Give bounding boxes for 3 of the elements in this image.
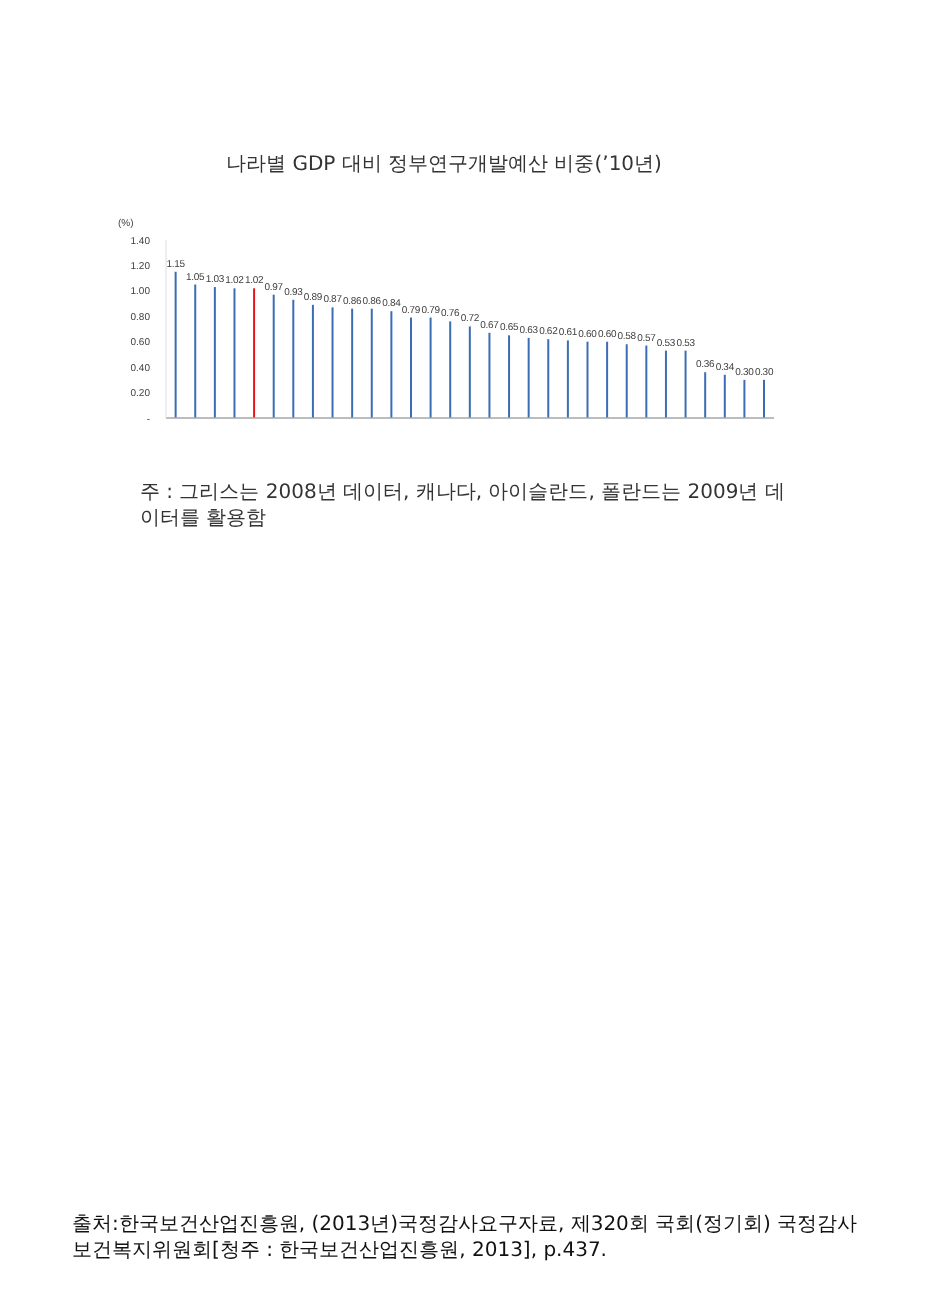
chart-title: 나라별 GDP 대비 정부연구개발예산 비중(’10년) bbox=[224, 152, 664, 178]
text: 주 : 그리스는 2008년 데이터, 캐나다, 아이슬란드, 폴란드는 2009년 데이터를 활용함 bbox=[140, 480, 787, 532]
source-note: 출처:한국보건산업진흥원, (2013년)국정감사요구자료, 제320회 국회(정기회) 국정감사 보건복지위원회[청주 : 한국보건산업진흥원, 2013], p.437. bbox=[72, 1212, 860, 1264]
